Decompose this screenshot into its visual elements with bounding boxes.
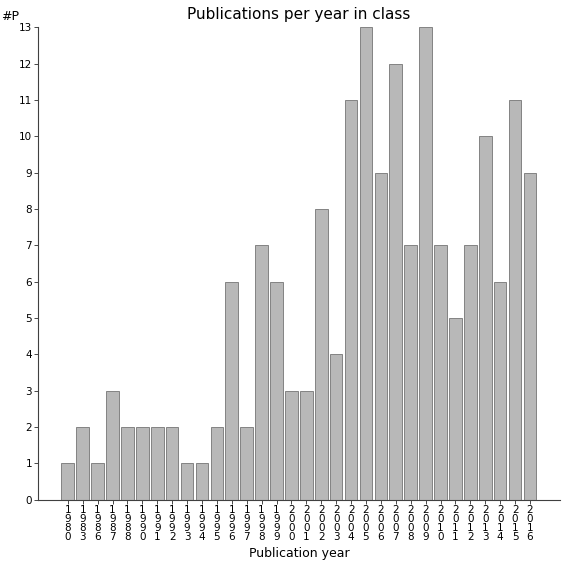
Bar [479,136,492,500]
Bar [151,427,163,500]
Title: Publications per year in class: Publications per year in class [187,7,411,22]
Bar [196,463,208,500]
Bar [210,427,223,500]
Bar [434,246,447,500]
Bar [315,209,328,500]
Bar [285,391,298,500]
Bar [345,100,357,500]
Bar [121,427,134,500]
Bar [390,64,402,500]
Bar [375,172,387,500]
Bar [464,246,477,500]
Bar [181,463,193,500]
Bar [136,427,149,500]
Bar [494,282,506,500]
Bar [255,246,268,500]
Bar [240,427,253,500]
Bar [449,318,462,500]
Bar [509,100,522,500]
Bar [61,463,74,500]
Bar [106,391,119,500]
Text: #P: #P [1,10,19,23]
Bar [166,427,179,500]
Bar [404,246,417,500]
Bar [300,391,312,500]
Bar [91,463,104,500]
Bar [77,427,89,500]
Bar [419,27,432,500]
Bar [359,27,373,500]
Bar [330,354,342,500]
Bar [270,282,283,500]
Bar [524,172,536,500]
Bar [226,282,238,500]
X-axis label: Publication year: Publication year [248,547,349,560]
